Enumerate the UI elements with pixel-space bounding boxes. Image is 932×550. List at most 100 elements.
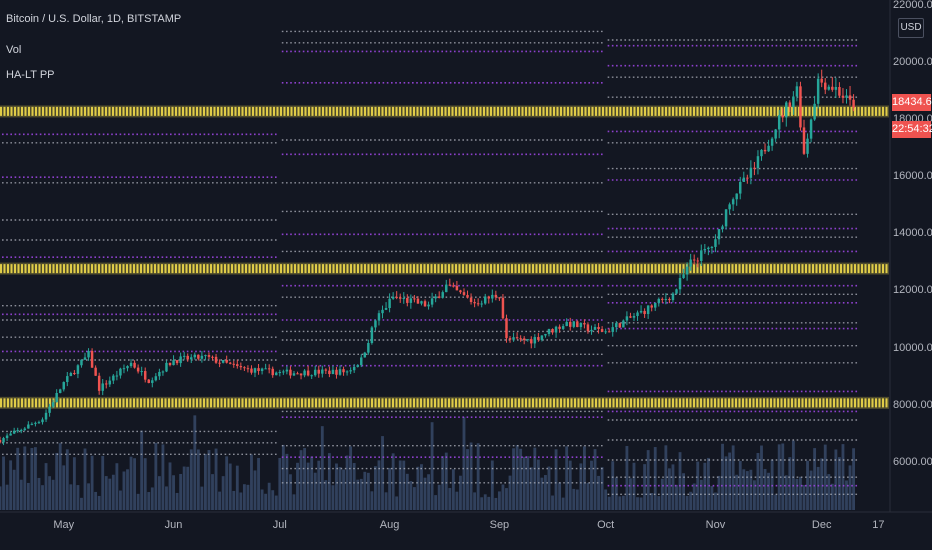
- candle-body: [827, 86, 831, 90]
- volume-bar: [19, 479, 23, 510]
- candle-body: [126, 366, 129, 369]
- x-tick-label: May: [53, 519, 75, 531]
- candle-body: [27, 424, 30, 429]
- volume-bar: [296, 462, 299, 510]
- volume-bar: [207, 450, 211, 510]
- candle-body: [685, 266, 689, 275]
- candle-body: [115, 375, 119, 377]
- symbol-title[interactable]: Bitcoin / U.S. Dollar, 1D, BITSTAMP: [6, 13, 182, 25]
- y-tick-label: 12000.00: [893, 284, 932, 297]
- volume-bars: [0, 415, 855, 510]
- candle-body: [593, 327, 597, 330]
- volume-bar: [306, 462, 310, 510]
- candle-body: [742, 177, 746, 182]
- candle-body: [522, 338, 526, 341]
- candle-body: [313, 369, 317, 376]
- candle-body: [246, 368, 250, 370]
- currency-button[interactable]: USD: [898, 18, 924, 38]
- volume-bar: [827, 474, 831, 510]
- volume-bar: [572, 488, 576, 510]
- volume-bar: [845, 480, 848, 510]
- candle-body: [406, 297, 409, 303]
- volume-bar: [459, 475, 462, 510]
- volume-bar: [816, 466, 820, 510]
- candle-body: [193, 354, 197, 358]
- candle-body: [398, 297, 402, 299]
- candle-body: [604, 331, 607, 333]
- volume-bar: [575, 489, 579, 510]
- candle-body: [44, 412, 48, 420]
- volume-bar: [281, 444, 285, 510]
- candle-body: [583, 323, 586, 325]
- candle-body: [636, 312, 639, 316]
- candle-body: [707, 247, 710, 250]
- volume-bar: [607, 496, 611, 510]
- candle-body: [140, 371, 143, 373]
- volume-bar: [760, 445, 763, 510]
- candle-body: [168, 362, 172, 366]
- y-tick-label: 14000.00: [893, 227, 932, 240]
- candle-body: [51, 402, 55, 407]
- candle-body: [600, 329, 604, 332]
- volume-bar: [388, 467, 392, 510]
- candle-body: [388, 298, 391, 309]
- volume-bar: [714, 492, 717, 510]
- volume-bar: [579, 463, 583, 510]
- candle-body: [452, 285, 455, 287]
- candle-body: [576, 321, 579, 328]
- candle-body: [352, 366, 356, 371]
- candle-body: [632, 315, 636, 318]
- volume-bar: [466, 449, 469, 510]
- candle-body: [292, 373, 296, 376]
- candle-body: [731, 199, 735, 205]
- volume-bar: [278, 457, 282, 510]
- volume-bar: [72, 457, 76, 510]
- volume-bar: [200, 486, 204, 510]
- volume-bar: [689, 491, 693, 510]
- candle-body: [692, 259, 696, 261]
- volume-bar: [802, 485, 806, 510]
- candle-body: [165, 362, 168, 372]
- indicator-pp-label[interactable]: HA-LT PP: [6, 69, 55, 81]
- volume-bar: [363, 471, 367, 510]
- candle-body: [413, 298, 416, 300]
- volume-bar: [119, 490, 122, 510]
- volume-bar: [250, 454, 253, 510]
- candle-body: [133, 362, 136, 368]
- candle-body: [211, 356, 214, 358]
- candle-body: [852, 99, 855, 108]
- x-tick-label: Jun: [164, 519, 183, 531]
- candle-body: [809, 119, 813, 139]
- volume-bar: [643, 464, 647, 510]
- volume-bar: [536, 459, 540, 510]
- volume-bar: [242, 484, 246, 510]
- candle-body: [409, 298, 413, 303]
- candle-body: [342, 369, 345, 373]
- volume-bar: [402, 460, 406, 510]
- candle-body: [483, 296, 487, 304]
- candle-body: [423, 301, 427, 307]
- volume-bar: [728, 452, 732, 510]
- volume-bar: [44, 463, 48, 510]
- y-tick-label: 8000.00: [893, 398, 932, 411]
- volume-bar: [820, 458, 824, 510]
- volume-bar: [80, 497, 83, 510]
- volume-bar: [30, 448, 34, 510]
- volume-bar: [483, 494, 487, 510]
- candle-body: [848, 95, 852, 100]
- volume-bar: [551, 495, 554, 510]
- candle-body: [377, 313, 381, 321]
- candle-body: [122, 368, 126, 370]
- indicator-vol-label[interactable]: Vol: [6, 44, 22, 56]
- volume-bar: [313, 472, 317, 510]
- candle-body: [58, 389, 62, 393]
- volume-bar: [157, 476, 161, 510]
- volume-bar: [235, 465, 239, 510]
- volume-bar: [26, 482, 30, 510]
- candle-body: [179, 356, 182, 364]
- volume-bar: [731, 445, 735, 510]
- candle-body: [289, 369, 292, 376]
- candle-body: [777, 115, 781, 130]
- volume-bar: [823, 444, 827, 510]
